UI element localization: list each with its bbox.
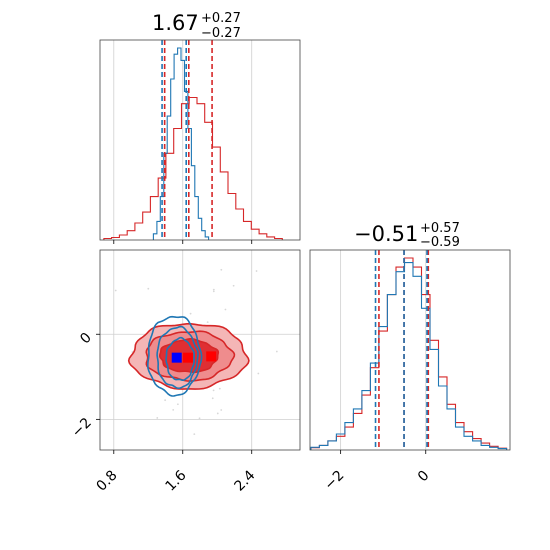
x-tick-label: −2	[322, 468, 348, 494]
scatter-point	[218, 387, 221, 390]
scatter-point	[232, 284, 235, 287]
blue-contour-level-2	[156, 325, 199, 390]
scatter-point	[212, 290, 215, 293]
hist-param-2-series-1	[310, 262, 508, 450]
hist-param-2-series-0	[310, 257, 508, 450]
y-tick-label: 0	[77, 330, 95, 348]
scatter-point	[257, 372, 260, 375]
scatter-point	[212, 389, 215, 392]
y-tick-label: −2	[69, 415, 95, 441]
title-2-minus: −0.59	[420, 235, 460, 250]
scatter-point	[147, 287, 150, 290]
marginal-panel-param-2: −2 0	[309, 249, 511, 494]
axes-frame	[99, 249, 301, 451]
marker-point	[206, 351, 217, 362]
title-2-value: −0.51	[354, 222, 418, 246]
scatter-point	[212, 288, 215, 291]
scatter-point	[206, 321, 209, 324]
scatter-point	[189, 312, 192, 315]
marker-point	[182, 352, 193, 363]
blue-contour-level-3	[165, 336, 196, 381]
scatter-point	[211, 397, 214, 400]
scatter-point	[114, 289, 117, 292]
marker-point	[171, 352, 182, 363]
title-1-minus: −0.27	[201, 26, 241, 41]
x-tick-label: 1.6	[163, 467, 190, 494]
blue-contour-level-1	[146, 315, 203, 397]
scatter-point	[255, 270, 258, 272]
x-tick-label: 2.4	[231, 467, 258, 494]
title-1-value: 1.67	[152, 11, 199, 35]
scatter-point	[220, 409, 223, 411]
scatter-point	[220, 268, 223, 271]
scatter-point	[156, 417, 159, 419]
scatter-point	[216, 412, 219, 415]
scatter-point	[193, 433, 196, 436]
title-param-2: −0.51 +0.57 −0.59	[354, 221, 460, 250]
scatter-point	[224, 308, 227, 311]
scatter-point	[198, 417, 201, 420]
x-tick-label: 0	[415, 468, 433, 486]
title-param-1: 1.67 +0.27 −0.27	[152, 11, 241, 41]
scatter-point	[164, 399, 167, 402]
scatter-point	[176, 403, 179, 406]
title-2-plus: +0.57	[420, 221, 460, 236]
axes-frame	[309, 249, 511, 451]
scatter-point	[275, 350, 278, 353]
axes-frame	[99, 39, 301, 241]
marginal-panel-param-1	[99, 39, 301, 244]
x-tick-label: 0.8	[94, 468, 121, 495]
scatter-point	[172, 408, 175, 411]
joint-panel: 0.8 1.6 2.4 −2 0	[69, 249, 301, 495]
hist-param-1-series-0	[103, 96, 283, 240]
title-1-plus: +0.27	[201, 11, 241, 26]
